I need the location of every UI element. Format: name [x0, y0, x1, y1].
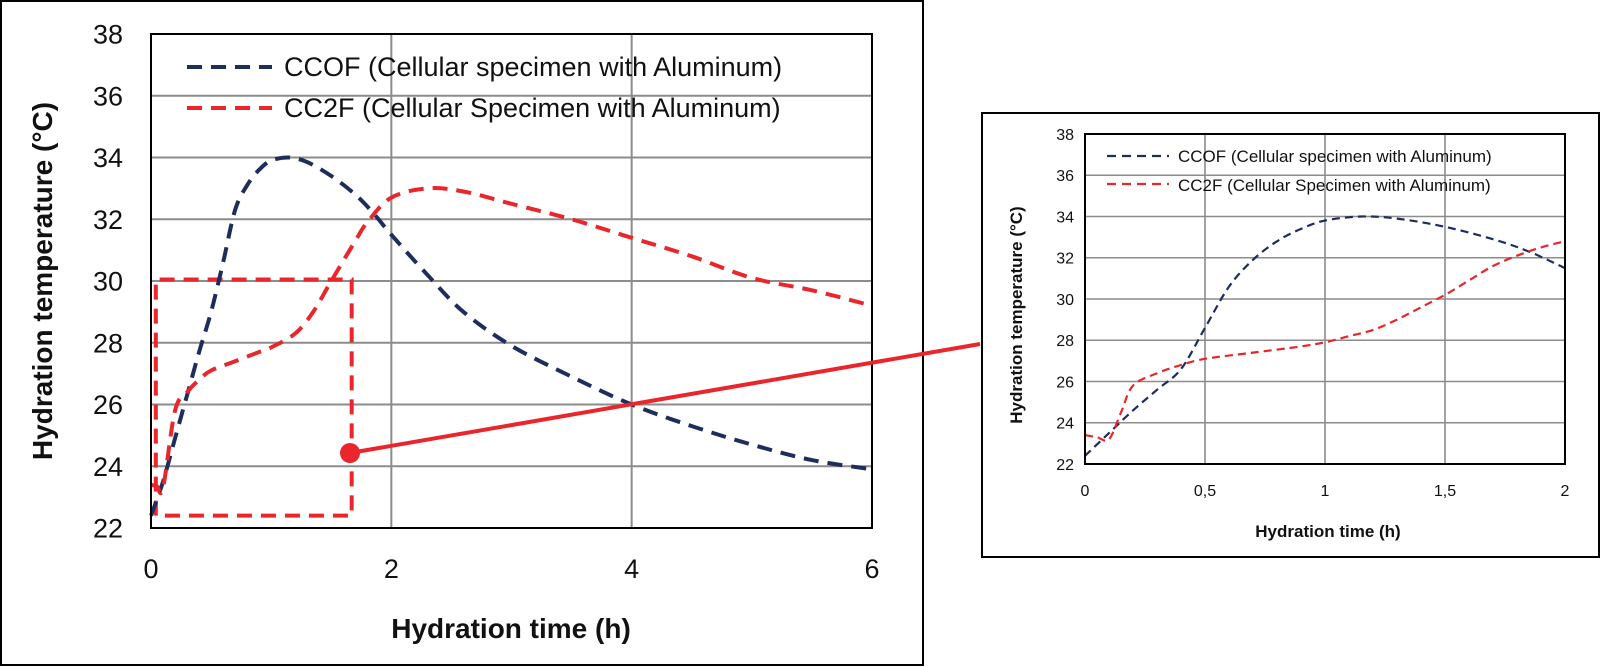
main-x-tick-labels: 0 2 4 6 — [143, 554, 879, 584]
main-y-tick-label: 28 — [93, 328, 123, 358]
inset-legend-ccof-label: CCOF (Cellular specimen with Aluminum) — [1178, 147, 1492, 166]
inset-x-tick-label: 0 — [1081, 483, 1090, 500]
inset-y-tick-label: 36 — [1056, 168, 1074, 185]
inset-x-axis-title: Hydration time (h) — [1255, 522, 1400, 541]
main-y-tick-label: 24 — [93, 452, 123, 482]
inset-y-axis-title: Hydration temperature (°C) — [1007, 206, 1026, 423]
inset-x-tick-label: 2 — [1561, 483, 1570, 500]
main-y-tick-label: 30 — [93, 267, 123, 297]
main-series-group — [149, 155, 873, 517]
main-series-ccof-line — [149, 155, 873, 517]
zoom-callout-marker — [340, 443, 360, 463]
main-x-tick-label: 0 — [143, 554, 158, 584]
inset-legend: CCOF (Cellular specimen with Aluminum) C… — [1107, 147, 1492, 195]
main-x-tick-label: 4 — [624, 554, 639, 584]
main-plot-border — [150, 33, 873, 529]
main-y-tick-label: 26 — [93, 390, 123, 420]
zoom-region-box — [153, 277, 354, 518]
main-y-tick-label: 38 — [93, 20, 123, 50]
main-series-cc2f-line — [150, 186, 873, 496]
inset-y-tick-labels: 22 24 26 28 30 32 34 36 38 — [1056, 127, 1074, 474]
main-x-tick-label: 6 — [864, 554, 879, 584]
main-y-tick-labels: 22 24 26 28 30 32 34 36 38 — [93, 20, 123, 544]
inset-x-tick-labels: 0 0,5 1 1,5 2 — [1081, 483, 1570, 500]
inset-y-tick-label: 32 — [1056, 251, 1074, 268]
main-legend-ccof-label: CCOF (Cellular specimen with Aluminum) — [284, 52, 782, 82]
inset-y-tick-label: 30 — [1056, 292, 1074, 309]
zoom-region-outline — [153, 277, 354, 518]
inset-plot-border — [1084, 133, 1566, 465]
main-y-tick-label: 32 — [93, 205, 123, 235]
inset-chart: 22 24 26 28 30 32 34 36 38 0 0,5 1 1,5 2 Hydration t… — [981, 112, 1600, 558]
main-y-tick-label: 34 — [93, 143, 123, 173]
inset-legend-cc2f-label: CC2F (Cellular Specimen with Aluminum) — [1178, 176, 1491, 195]
inset-y-tick-label: 24 — [1056, 416, 1074, 433]
inset-y-tick-label: 34 — [1056, 209, 1074, 226]
main-legend-cc2f-label: CC2F (Cellular Specimen with Aluminum) — [284, 93, 781, 123]
inset-series-cc2f-line — [1084, 240, 1566, 442]
inset-y-tick-label: 28 — [1056, 333, 1074, 350]
inset-series-group — [1084, 215, 1566, 457]
main-y-tick-label: 36 — [93, 81, 123, 111]
main-legend: CCOF (Cellular specimen with Aluminum) C… — [187, 52, 782, 123]
zoom-callout-line — [349, 342, 981, 455]
inset-x-tick-label: 0,5 — [1194, 483, 1216, 500]
main-y-axis-title: Hydration temperature (°C) — [27, 102, 58, 460]
inset-y-tick-label: 26 — [1056, 374, 1074, 391]
inset-y-tick-label: 38 — [1056, 127, 1074, 144]
inset-y-tick-label: 22 — [1056, 457, 1074, 474]
zoom-callout — [340, 342, 981, 463]
inset-x-tick-label: 1 — [1321, 483, 1330, 500]
main-x-axis-title: Hydration time (h) — [391, 613, 631, 644]
inset-series-ccof-line — [1084, 215, 1566, 457]
inset-x-tick-label: 1,5 — [1434, 483, 1456, 500]
main-y-tick-label: 22 — [93, 514, 123, 544]
main-x-tick-label: 2 — [384, 554, 399, 584]
